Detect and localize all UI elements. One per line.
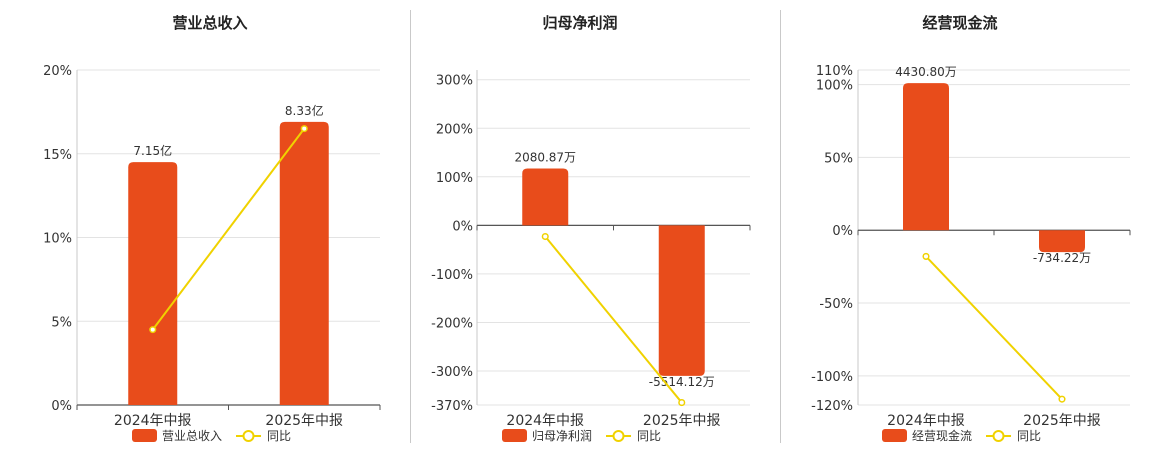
y-tick-label-0-0: 0% (51, 399, 72, 414)
yoy-point-1-1 (678, 399, 686, 407)
legend-swatch-bar-1 (502, 429, 527, 442)
x-tick-label-2-1: 2025年中报 (1023, 413, 1101, 429)
x-tick-label-1-0: 2024年中报 (506, 413, 584, 429)
x-tick-label-0-0: 2024年中报 (114, 413, 192, 429)
legend-marker-yoy-2 (992, 430, 1005, 442)
yoy-line-0 (151, 128, 306, 331)
bar-label-2-0: 4430.80万 (895, 65, 957, 79)
yoy-point-0-0 (149, 326, 157, 334)
legend-marker-yoy-0 (242, 430, 255, 442)
divider-2 (780, 10, 781, 443)
chart-title-2: 经营现金流 (922, 14, 997, 32)
legend-marker-yoy-1 (612, 430, 625, 442)
yoy-point-1-0 (541, 232, 549, 241)
bar-label-0-0: 7.15亿 (133, 143, 172, 158)
yoy-point-0-1 (300, 125, 308, 133)
yoy-line-1 (544, 235, 683, 404)
bar-label-2-1: -734.22万 (1033, 251, 1091, 265)
chart-title-0: 营业总收入 (172, 14, 247, 32)
y-tick-label-1-3: -100% (431, 268, 473, 283)
legend-label-yoy-0: 同比 (267, 429, 291, 443)
y-tick-label-1-4: 0% (452, 219, 473, 234)
bar-1-0 (522, 168, 569, 226)
legend-swatch-bar-2 (882, 429, 907, 442)
y-tick-label-1-6: 200% (436, 122, 473, 137)
bar-label-0-1: 8.33亿 (285, 103, 324, 118)
y-tick-label-1-2: -200% (431, 316, 473, 331)
bar-label-1-0: 2080.87万 (514, 151, 576, 165)
y-tick-label-2-2: -50% (819, 297, 853, 312)
bar-1-1 (658, 225, 705, 376)
y-tick-label-2-4: 50% (824, 151, 853, 166)
yoy-point-2-0 (922, 252, 930, 260)
y-tick-label-0-4: 20% (43, 64, 72, 79)
y-tick-label-0-1: 5% (51, 315, 72, 330)
y-tick-label-2-5: 100% (816, 79, 853, 94)
bar-0-0 (128, 162, 178, 405)
legend-label-bar-1: 归母净利润 (532, 429, 592, 443)
y-tick-label-1-5: 100% (436, 171, 473, 186)
legend-label-yoy-2: 同比 (1017, 429, 1041, 443)
y-tick-label-1-0: -370% (431, 399, 473, 414)
legend-label-bar-0: 营业总收入 (162, 429, 222, 443)
legend-label-bar-2: 经营现金流 (912, 428, 972, 443)
y-tick-label-2-6: 110% (816, 64, 853, 79)
y-tick-label-1-1: -300% (431, 365, 473, 380)
bar-0-1 (279, 121, 329, 406)
y-tick-label-0-3: 15% (43, 148, 72, 163)
bar-2-0 (903, 83, 949, 231)
x-tick-label-0-1: 2025年中报 (265, 413, 343, 429)
y-tick-label-0-2: 10% (43, 232, 72, 247)
y-tick-label-2-0: -120% (811, 399, 853, 414)
y-tick-label-2-1: -100% (811, 370, 853, 385)
legend-label-yoy-1: 同比 (637, 429, 661, 443)
legend-swatch-bar-0 (132, 429, 157, 442)
bar-label-1-1: -5514.12万 (649, 375, 715, 389)
x-tick-label-1-1: 2025年中报 (643, 413, 721, 429)
yoy-line-2 (925, 255, 1063, 400)
bar-2-1 (1039, 230, 1085, 253)
yoy-point-2-1 (1058, 395, 1066, 403)
x-tick-label-2-0: 2024年中报 (887, 413, 965, 429)
y-tick-label-2-3: 0% (832, 224, 853, 239)
divider-1 (410, 10, 411, 443)
chart-title-1: 归母净利润 (542, 14, 617, 32)
y-tick-label-1-7: 300% (436, 74, 473, 89)
